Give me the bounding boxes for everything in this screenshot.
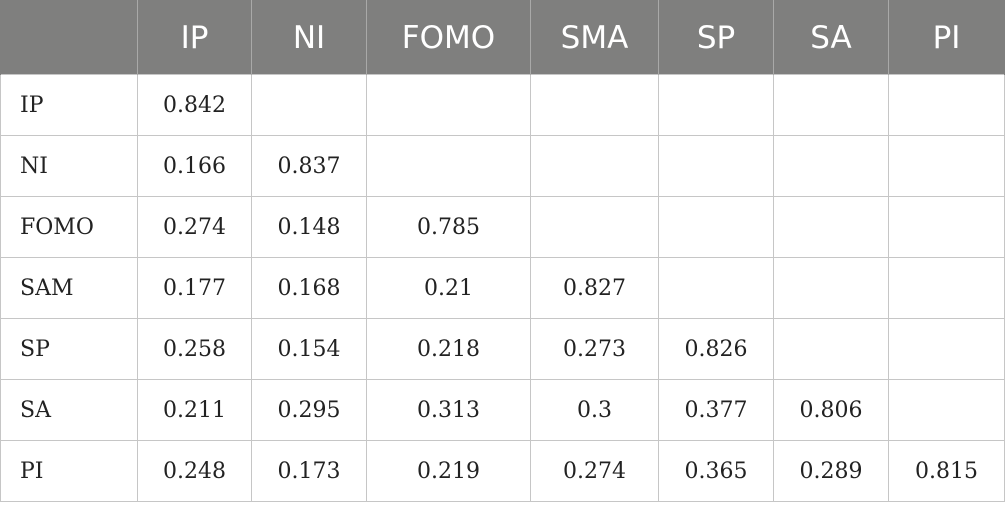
- table-cell: 0.258: [137, 318, 252, 380]
- table-cell: 0.177: [137, 257, 252, 319]
- table-cell: [888, 379, 1005, 441]
- table-cell: 0.377: [658, 379, 774, 441]
- table-row: IP 0.842: [0, 74, 1005, 136]
- row-label: SAM: [0, 257, 138, 319]
- table-body: IP 0.842 NI 0.166 0.837 FOMO 0.274 0.148…: [0, 74, 1005, 502]
- table-cell: [773, 318, 889, 380]
- table-row: PI 0.248 0.173 0.219 0.274 0.365 0.289 0…: [0, 440, 1005, 502]
- table-cell: 0.274: [530, 440, 659, 502]
- table-cell: 0.826: [658, 318, 774, 380]
- correlation-table: IP NI FOMO SMA SP SA PI IP 0.842 NI 0.16…: [0, 0, 1005, 502]
- table-cell: 0.842: [137, 74, 252, 136]
- table-cell: 0.313: [366, 379, 531, 441]
- row-label: PI: [0, 440, 138, 502]
- table-cell: 0.248: [137, 440, 252, 502]
- table-cell: [773, 257, 889, 319]
- table-row: SA 0.211 0.295 0.313 0.3 0.377 0.806: [0, 379, 1005, 441]
- table-cell: 0.21: [366, 257, 531, 319]
- table-cell: [888, 196, 1005, 258]
- table-cell: 0.166: [137, 135, 252, 197]
- table-cell: [773, 74, 889, 136]
- row-label: NI: [0, 135, 138, 197]
- table-cell: [888, 257, 1005, 319]
- row-label: SP: [0, 318, 138, 380]
- table-cell: 0.173: [251, 440, 367, 502]
- table-cell: [658, 257, 774, 319]
- table-cell: [658, 74, 774, 136]
- table-row: NI 0.166 0.837: [0, 135, 1005, 197]
- table-cell: 0.365: [658, 440, 774, 502]
- table-cell: [530, 196, 659, 258]
- column-header-ip: IP: [137, 0, 252, 75]
- table-cell: 0.827: [530, 257, 659, 319]
- table-cell: [251, 74, 367, 136]
- table-cell: [888, 74, 1005, 136]
- table-cell: 0.154: [251, 318, 367, 380]
- table-row: SAM 0.177 0.168 0.21 0.827: [0, 257, 1005, 319]
- table-cell: [773, 135, 889, 197]
- table-cell: 0.274: [137, 196, 252, 258]
- row-label: SA: [0, 379, 138, 441]
- table-cell: 0.785: [366, 196, 531, 258]
- table-cell: [366, 135, 531, 197]
- row-label: IP: [0, 74, 138, 136]
- table-cell: 0.837: [251, 135, 367, 197]
- table-cell: 0.219: [366, 440, 531, 502]
- table-cell: [530, 74, 659, 136]
- table-cell: 0.273: [530, 318, 659, 380]
- column-header-ni: NI: [251, 0, 367, 75]
- column-header-fomo: FOMO: [366, 0, 531, 75]
- table-cell: 0.148: [251, 196, 367, 258]
- table-cell: [888, 135, 1005, 197]
- table-row: SP 0.258 0.154 0.218 0.273 0.826: [0, 318, 1005, 380]
- table-cell: 0.295: [251, 379, 367, 441]
- table-cell: 0.168: [251, 257, 367, 319]
- table-cell: 0.289: [773, 440, 889, 502]
- table-cell: 0.3: [530, 379, 659, 441]
- table-cell: [530, 135, 659, 197]
- header-row: IP NI FOMO SMA SP SA PI: [0, 0, 1005, 75]
- table-cell: [773, 196, 889, 258]
- column-header-sma: SMA: [530, 0, 659, 75]
- column-header-sp: SP: [658, 0, 774, 75]
- table-cell: 0.815: [888, 440, 1005, 502]
- table-cell: [366, 74, 531, 136]
- table-header: IP NI FOMO SMA SP SA PI: [0, 0, 1005, 75]
- row-label: FOMO: [0, 196, 138, 258]
- header-corner-cell: [0, 0, 138, 75]
- table-cell: 0.806: [773, 379, 889, 441]
- table-cell: [888, 318, 1005, 380]
- table-cell: [658, 135, 774, 197]
- table-cell: 0.211: [137, 379, 252, 441]
- column-header-pi: PI: [888, 0, 1005, 75]
- table-cell: [658, 196, 774, 258]
- table-row: FOMO 0.274 0.148 0.785: [0, 196, 1005, 258]
- table-cell: 0.218: [366, 318, 531, 380]
- column-header-sa: SA: [773, 0, 889, 75]
